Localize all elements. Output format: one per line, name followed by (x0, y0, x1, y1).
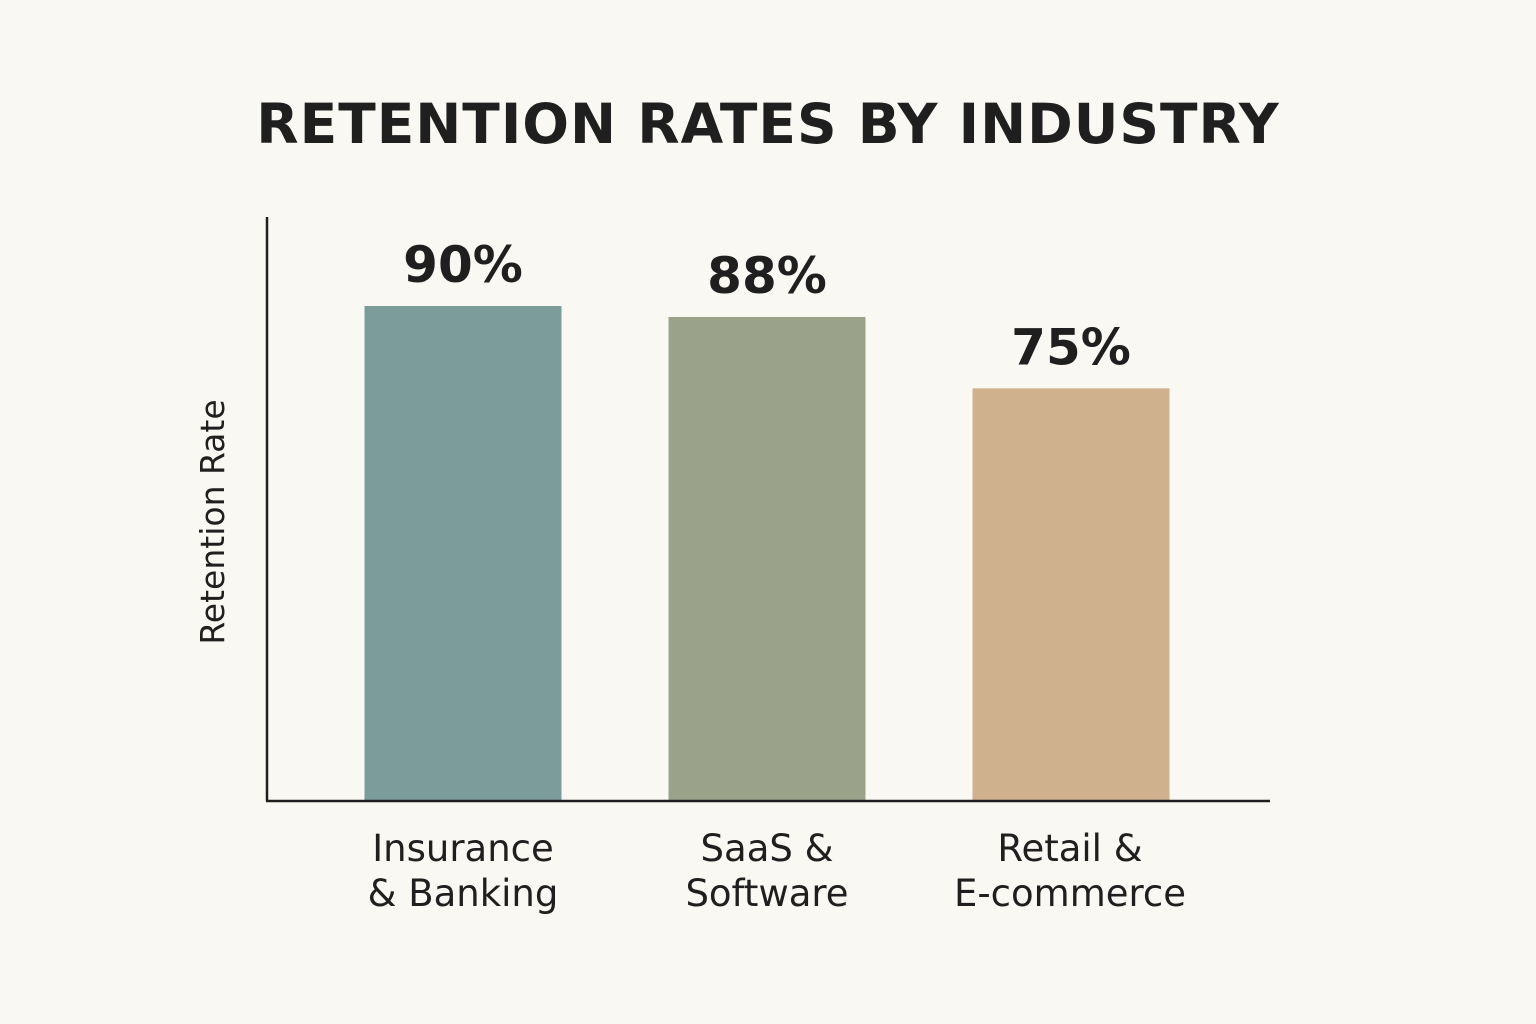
category-label-line-2: Software (685, 872, 849, 915)
category-label-insurance-banking: Insurance & Banking (303, 826, 623, 916)
category-label-line-1: Retail & (997, 827, 1143, 870)
chart-title: RETENTION RATES BY INDUSTRY (256, 92, 1280, 156)
bar-insurance-banking (364, 306, 562, 800)
value-label-saas-software: 88% (707, 247, 827, 305)
category-label-line-1: SaaS & (700, 827, 834, 870)
bar-retail-ecommerce (972, 388, 1170, 800)
value-label-insurance-banking: 90% (403, 236, 523, 294)
category-label-saas-software: SaaS & Software (607, 826, 927, 916)
category-label-retail-ecommerce: Retail & E-commerce (910, 826, 1230, 916)
value-label-retail-ecommerce: 75% (1011, 318, 1131, 376)
value-labels-layer: 90% 88% 75% (403, 236, 1131, 376)
category-label-line-2: E-commerce (953, 872, 1187, 915)
bar-saas-software (668, 316, 866, 800)
category-label-line-1: Insurance (372, 827, 554, 870)
bars-layer (364, 306, 1170, 800)
category-label-line-2: & Banking (367, 872, 559, 915)
